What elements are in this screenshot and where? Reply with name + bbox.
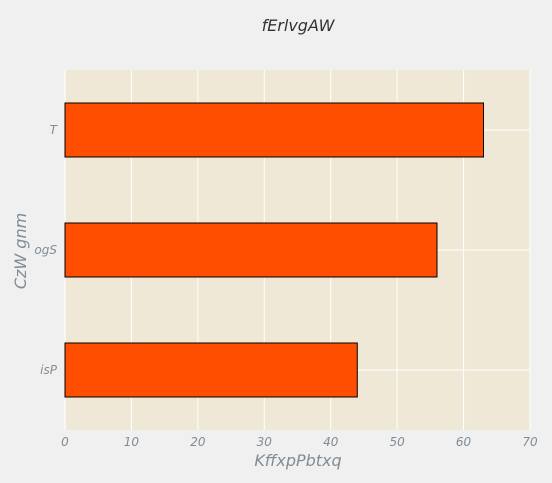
bar-t (64, 102, 484, 158)
y-axis-ticks: isP ogS T (34, 123, 58, 377)
x-tick-label: 40 (323, 435, 339, 449)
y-tick-label: isP (40, 363, 58, 377)
x-tick-label: 50 (390, 435, 406, 449)
x-axis-label: KffxpPbtxq (254, 451, 341, 470)
y-tick-label: ogS (34, 243, 57, 257)
x-tick-label: 0 (61, 435, 69, 449)
x-axis-ticks: 0 10 20 30 40 50 60 70 (61, 435, 538, 449)
x-tick-label: 70 (522, 435, 538, 449)
x-tick-label: 60 (456, 435, 472, 449)
bar-ogs (64, 222, 438, 278)
x-tick-label: 10 (124, 435, 140, 449)
y-tick-label: T (50, 123, 59, 137)
bar-isp (64, 342, 358, 398)
x-tick-label: 30 (257, 435, 273, 449)
y-axis-label: CzW gnm (11, 213, 30, 289)
x-tick-label: 20 (190, 435, 206, 449)
chart-title: fErlvgAW (262, 16, 336, 35)
bars (64, 102, 484, 398)
